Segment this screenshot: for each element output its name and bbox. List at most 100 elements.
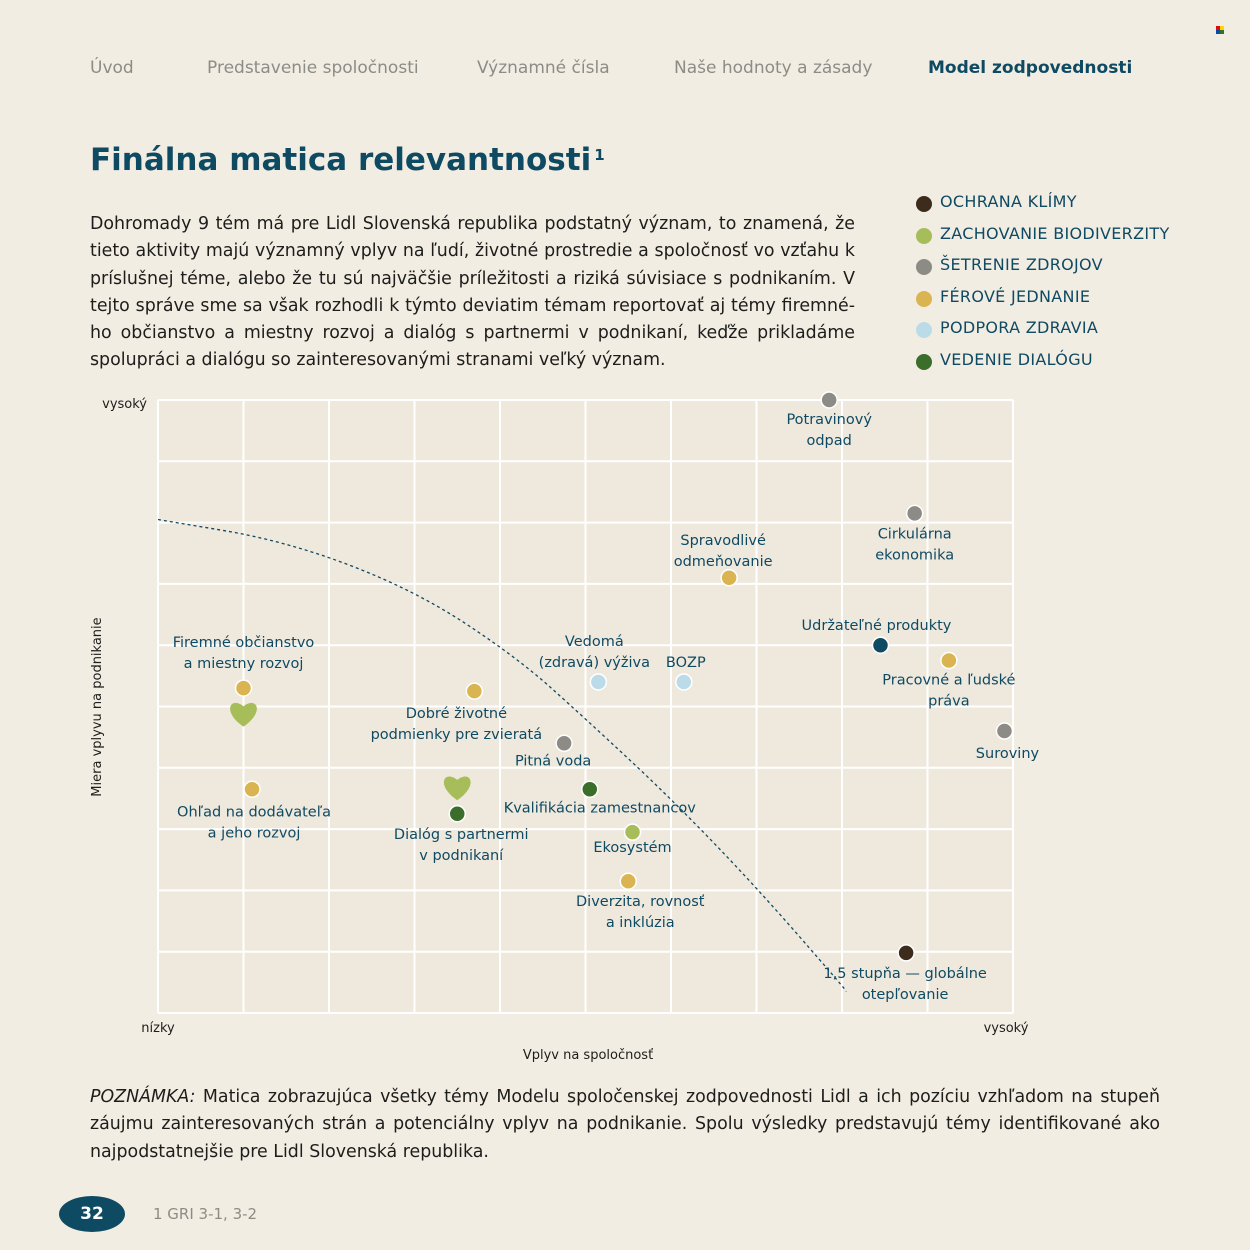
point-marker [940, 651, 958, 670]
point-label: podmienky pre zvieratá [371, 727, 543, 743]
footnote: 1 GRI 3-1, 3-2 [153, 1205, 258, 1223]
point-label: práva [928, 694, 970, 710]
data-point [230, 702, 257, 727]
intro-paragraph: Dohromady 9 tém má pre Lidl Slovenská re… [90, 214, 855, 371]
point-label: BOZP [666, 655, 706, 671]
legend-dot-icon [916, 259, 932, 275]
point-label: Ohľad na dodávateľa [177, 804, 331, 820]
point-marker [465, 682, 484, 700]
point-label: Udržateľné produkty [802, 618, 952, 634]
legend-label: VEDENIE DIALÓGU [940, 349, 1093, 369]
nav-item-hodnoty[interactable]: Naše hodnoty a zásady [674, 58, 873, 78]
lidl-logo-icon [1216, 26, 1224, 34]
page-number-badge: 32 [59, 1196, 125, 1232]
point-marker [820, 391, 838, 409]
y-axis-high-label: vysoký [102, 397, 147, 412]
data-point: Spravodlivé odmeňovanie [674, 533, 773, 587]
point-marker [897, 944, 915, 962]
point-label: ekonomika [875, 547, 954, 563]
point-label: otepľovanie [862, 987, 949, 1003]
point-marker [581, 780, 599, 799]
grid [157, 399, 1014, 1014]
nav-item-predstavenie[interactable]: Predstavenie spoločnosti [207, 58, 419, 78]
point-label: a jeho rozvoj [208, 825, 301, 841]
point-label: Pracovné a ľudské [882, 673, 1015, 689]
point-label: Pitná voda [515, 753, 591, 769]
point-label: Kvalifikácia zamestnancov [504, 800, 697, 816]
legend-dot-icon [916, 353, 932, 370]
point-label: odmeňovanie [674, 554, 773, 570]
title-footnote-ref: 1 [594, 146, 605, 164]
heart-marker-icon [230, 702, 257, 727]
data-point: Kvalifikácia zamestnancov [504, 780, 697, 816]
data-point: Suroviny [976, 722, 1040, 762]
point-label: (zdravá) výživa [539, 655, 650, 671]
legend-label: FÉROVÉ JEDNANIE [940, 286, 1091, 306]
nav-item-model-zodpovednosti[interactable]: Model zodpovednosti [928, 58, 1133, 78]
nav-item-vyznamne-cisla[interactable]: Významné čísla [477, 58, 610, 78]
x-axis-title: Vplyv na spoločnosť [523, 1048, 653, 1063]
point-marker [871, 636, 890, 654]
point-label: a miestny rozvoj [184, 656, 304, 672]
point-label: Cirkulárna [878, 526, 952, 542]
data-point: Cirkulárna ekonomika [875, 504, 954, 563]
data-point: Potravinový odpad [786, 391, 872, 449]
legend-label: OCHRANA KLÍMY [940, 192, 1077, 211]
nav-item-uvod[interactable]: Úvod [90, 58, 134, 78]
point-label: Suroviny [976, 746, 1040, 762]
data-point: Dobré životné podmienky pre zvieratá [371, 682, 543, 743]
heart-marker-icon [443, 776, 471, 801]
point-marker [448, 805, 466, 823]
point-label: Potravinový [786, 412, 872, 428]
data-point: Pracovné a ľudské práva [882, 651, 1016, 710]
point-label: Dobré životné [406, 706, 507, 722]
point-marker [623, 823, 642, 841]
point-marker [555, 734, 573, 753]
data-point: Pitná voda [515, 734, 591, 769]
point-label: Spravodlivé [680, 533, 766, 549]
data-point: Firemné občianstvo a miestny rozvoj [173, 635, 315, 697]
point-label: Dialóg s partnermi [394, 827, 529, 843]
point-label: Ekosystém [593, 840, 671, 856]
point-marker [243, 780, 261, 799]
note-label: POZNÁMKA: [90, 1087, 196, 1107]
legend-label: PODPORA ZDRAVIA [940, 318, 1099, 337]
materiality-threshold-curve [157, 518, 847, 992]
point-marker [995, 722, 1014, 740]
point-label: v podnikaní [419, 848, 504, 864]
legend-label: ZACHOVANIE BIODIVERZITY [940, 223, 1170, 243]
data-point: 1,5 stupňa — globálne otepľovanie [823, 944, 987, 1003]
data-point [443, 776, 471, 801]
materiality-matrix-chart: vysoký nízky vysoký Vplyv na spoločnosť Mier… [90, 391, 1040, 1063]
point-marker [720, 569, 738, 587]
legend-dot-icon [916, 227, 932, 244]
data-point: Vedomá (zdravá) výživa [539, 634, 650, 691]
page-title: Finálna matica relevantnosti 1 [90, 142, 605, 178]
data-point: Dialóg s partnermi v podnikaní [394, 805, 529, 864]
legend-dot-icon [916, 290, 932, 307]
point-label: Vedomá [565, 634, 624, 650]
point-marker [675, 673, 693, 691]
data-point: BOZP [666, 655, 706, 691]
point-label: Firemné občianstvo [173, 635, 315, 651]
x-axis-high-label: vysoký [984, 1021, 1029, 1036]
point-marker [619, 872, 637, 890]
point-label: odpad [806, 433, 851, 449]
data-point: Ohľad na dodávateľa a jeho rozvoj [177, 780, 331, 841]
legend-dot-icon [916, 322, 932, 338]
data-point: Udržateľné produkty [802, 618, 952, 654]
point-marker [589, 673, 608, 691]
point-label: a inklúzia [606, 915, 675, 931]
legend-label: ŠETRENIE ZDROJOV [940, 255, 1103, 274]
point-label: 1,5 stupňa — globálne [823, 966, 987, 982]
note-paragraph: POZNÁMKA: Matica zobrazujúca všetky témy… [90, 1084, 1160, 1166]
x-axis-low-label: nízky [141, 1021, 175, 1036]
point-label: Diverzita, rovnosť [576, 894, 705, 910]
data-point: Ekosystém [593, 823, 672, 856]
point-marker [905, 504, 924, 523]
note-text: Matica zobrazujúca všetky témy Modelu sp… [90, 1087, 1160, 1162]
y-axis-title: Miera vplyvu na podnikanie [90, 617, 105, 796]
data-point: Diverzita, rovnosť a inklúzia [576, 872, 705, 931]
legend-dot-icon [916, 196, 932, 212]
point-marker [234, 679, 253, 697]
